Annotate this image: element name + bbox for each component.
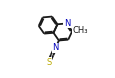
Text: S: S [46, 58, 51, 67]
Text: N: N [52, 43, 58, 52]
Text: N: N [63, 19, 69, 28]
Text: CH₃: CH₃ [72, 26, 87, 35]
